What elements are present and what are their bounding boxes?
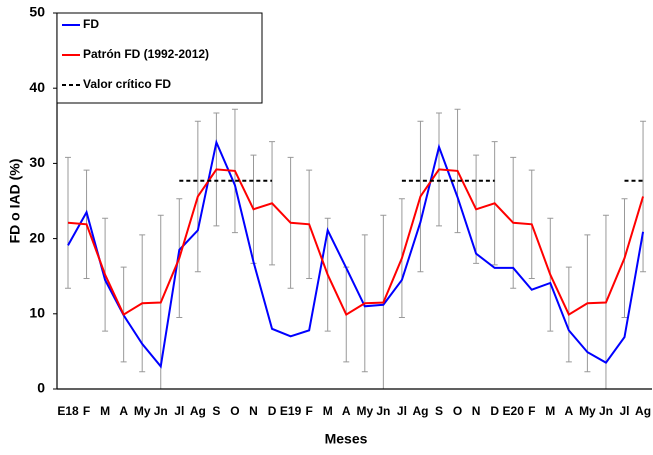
x-tick-label: E19: [280, 404, 302, 418]
series-line: [67, 139, 645, 369]
x-tick-label: F: [528, 404, 535, 418]
x-tick-label: My: [579, 404, 596, 418]
x-tick-label: O: [230, 404, 239, 418]
x-tick-label: M: [323, 404, 333, 418]
y-tick-label: 40: [29, 79, 45, 95]
x-tick-label: My: [134, 404, 151, 418]
x-tick-label: My: [356, 404, 373, 418]
y-axis-label: FD o IAD (%): [7, 159, 23, 244]
x-tick-label: Jl: [174, 404, 184, 418]
y-tick-label: 50: [29, 4, 45, 20]
x-tick-label: Ag: [635, 404, 651, 418]
x-tick-label: D: [268, 404, 277, 418]
y-tick-label: 0: [37, 380, 45, 396]
plot-area: [65, 108, 647, 389]
x-tick-label: Ag: [412, 404, 428, 418]
x-tick-label: Ag: [190, 404, 206, 418]
legend: [56, 12, 263, 104]
x-tick-label: D: [490, 404, 499, 418]
x-tick-label: Jn: [599, 404, 613, 418]
x-tick-label: F: [305, 404, 312, 418]
series-line: [67, 168, 645, 316]
x-tick-label: N: [249, 404, 258, 418]
legend-label: Valor crítico FD: [83, 77, 171, 91]
x-tick-label: N: [472, 404, 481, 418]
x-tick-label: Jn: [154, 404, 168, 418]
x-tick-label: A: [342, 404, 351, 418]
x-tick-label: F: [83, 404, 90, 418]
x-tick-label: Jl: [397, 404, 407, 418]
x-axis-label: Meses: [325, 431, 368, 447]
x-tick-label: S: [435, 404, 443, 418]
x-tick-label: Jl: [619, 404, 629, 418]
y-tick-label: 30: [29, 154, 45, 170]
x-tick-label: M: [545, 404, 555, 418]
x-tick-label: A: [119, 404, 128, 418]
legend-label: FD: [83, 17, 99, 31]
x-tick-label: M: [100, 404, 110, 418]
x-tick-label: Jn: [376, 404, 390, 418]
x-tick-label: E20: [503, 404, 525, 418]
y-tick-label: 20: [29, 229, 45, 245]
x-tick-label: S: [212, 404, 220, 418]
x-tick-label: O: [453, 404, 462, 418]
legend-label: Patrón FD (1992-2012): [83, 47, 209, 61]
x-tick-label: A: [565, 404, 574, 418]
y-tick-label: 10: [29, 305, 45, 321]
x-tick-label: E18: [57, 404, 79, 418]
